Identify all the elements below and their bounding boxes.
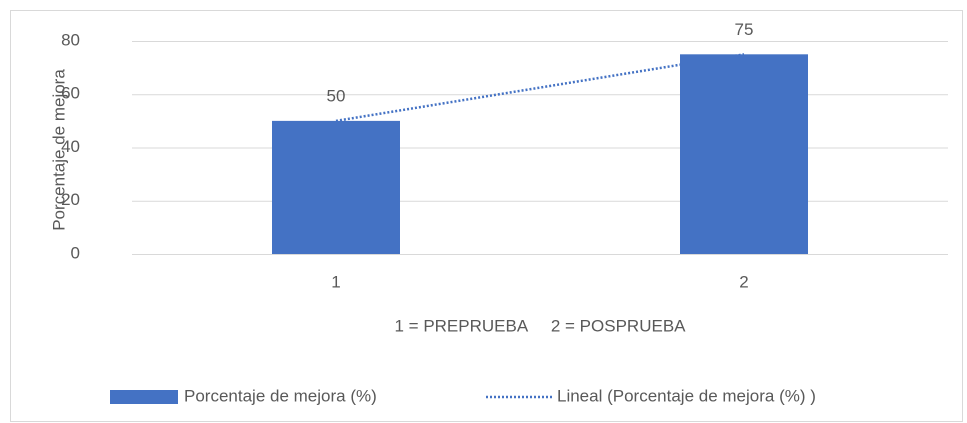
data-label: 50 bbox=[327, 86, 346, 105]
y-tick-label: 20 bbox=[61, 190, 80, 209]
bar bbox=[272, 120, 400, 254]
y-tick-label: 0 bbox=[71, 243, 80, 262]
chart-frame bbox=[10, 10, 963, 422]
data-label: 75 bbox=[735, 20, 754, 39]
legend-label: Lineal (Porcentaje de mejora (%) ) bbox=[557, 386, 816, 405]
x-axis-title: 1 = PREPRUEBA 2 = POSPRUEBA bbox=[394, 316, 686, 335]
bar bbox=[680, 54, 808, 254]
y-tick-label: 60 bbox=[61, 84, 80, 103]
legend-label: Porcentaje de mejora (%) bbox=[184, 386, 377, 405]
y-tick-label: 80 bbox=[61, 30, 80, 49]
x-tick-label: 1 bbox=[331, 272, 340, 291]
y-tick-label: 40 bbox=[61, 137, 80, 156]
legend-swatch bbox=[110, 390, 178, 404]
trendline bbox=[335, 53, 745, 123]
x-tick-label: 2 bbox=[739, 272, 748, 291]
y-axis-title: Porcentaje de mejora bbox=[49, 69, 68, 231]
